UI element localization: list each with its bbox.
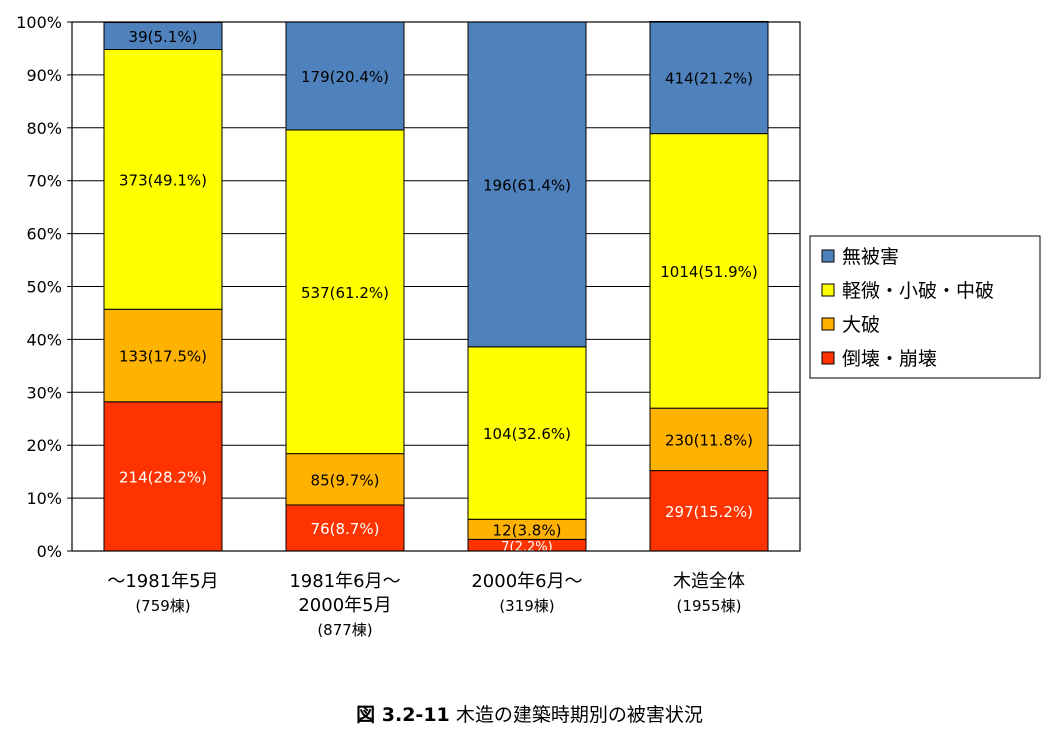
y-tick-label: 0%	[37, 542, 62, 561]
legend-label: 大破	[842, 314, 880, 336]
legend-swatch	[821, 283, 835, 297]
y-tick-label: 90%	[26, 66, 62, 85]
y-tick-label: 60%	[26, 225, 62, 244]
y-tick-label: 30%	[26, 383, 62, 402]
y-tick-label: 50%	[26, 278, 62, 297]
bar-segment	[467, 21, 587, 348]
data-label: 7(2.2%)	[501, 540, 552, 555]
y-tick-label: 20%	[26, 436, 62, 455]
data-label: 373(49.1%)	[119, 171, 207, 189]
y-tick-label: 40%	[26, 330, 62, 349]
y-tick-label: 100%	[16, 13, 62, 32]
data-label: 179(20.4%)	[301, 68, 389, 86]
data-label: 230(11.8%)	[665, 431, 753, 449]
data-label: 1014(51.9%)	[660, 263, 758, 281]
legend-label: 軽微・小破・中破	[842, 280, 994, 302]
figure-caption: 図 3.2-11 木造の建築時期別の被害状況	[0, 700, 1059, 727]
legend-swatch	[821, 351, 835, 365]
bar-segment	[649, 133, 769, 409]
data-label: 196(61.4%)	[483, 176, 571, 194]
data-label: 297(15.2%)	[665, 503, 753, 521]
bar-segment	[649, 470, 769, 552]
data-label: 414(21.2%)	[665, 70, 753, 88]
bar-segment	[649, 20, 769, 135]
bar-segment	[285, 453, 405, 506]
legend-label: 倒壊・崩壊	[842, 348, 937, 370]
bar-segment	[103, 308, 223, 403]
data-label: 133(17.5%)	[119, 348, 207, 366]
bar-segment	[285, 21, 405, 131]
legend-box	[809, 235, 1041, 379]
legend-swatch	[821, 317, 835, 331]
x-tick-label: 2000年5月	[298, 595, 391, 616]
y-tick-label: 80%	[26, 119, 62, 138]
data-label: 85(9.7%)	[311, 471, 380, 489]
x-tick-label: 2000年6月～	[471, 571, 582, 592]
bar-segment	[285, 504, 405, 552]
y-tick-label: 10%	[26, 489, 62, 508]
bar-segment	[649, 407, 769, 472]
y-tick-label: 70%	[26, 172, 62, 191]
data-label: 537(61.2%)	[301, 284, 389, 302]
plot-border	[71, 21, 801, 552]
legend-label: 無被害	[842, 246, 899, 268]
legend-swatch	[821, 249, 835, 263]
bars: 214(28.2%) 133(17.5%) 373(49.1%) 39(5.1%) 76…	[103, 20, 769, 555]
data-label: 12(3.8%)	[493, 521, 562, 539]
bar-segment	[103, 49, 223, 310]
bar-segment	[467, 346, 587, 520]
data-label: 76(8.7%)	[311, 520, 380, 538]
x-tick-label: 1981年6月～	[289, 571, 400, 592]
x-tick-label: 木造全体	[673, 571, 745, 592]
x-tick-label: (759棟)	[135, 597, 190, 615]
x-tick-label: ～1981年5月	[107, 571, 218, 592]
figure-title: 木造の建築時期別の被害状況	[455, 704, 703, 726]
x-tick-label: (319棟)	[499, 597, 554, 615]
bar-segment	[285, 129, 405, 455]
figure-number: 図 3.2-11	[356, 704, 450, 726]
x-tick-label: (1955棟)	[677, 597, 742, 615]
x-tick-label: (877棟)	[317, 621, 372, 639]
data-label: 104(32.6%)	[483, 425, 571, 443]
data-label: 214(28.2%)	[119, 468, 207, 486]
data-label: 39(5.1%)	[129, 28, 198, 46]
